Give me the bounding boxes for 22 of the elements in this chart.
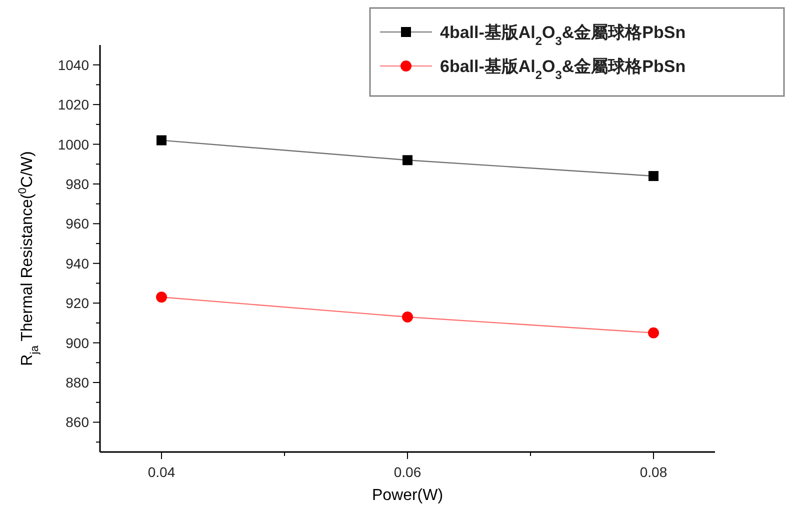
y-tick-label: 940 — [66, 255, 90, 272]
x-axis-title: Power(W) — [372, 487, 444, 504]
point — [402, 155, 412, 166]
y-tick-label: 980 — [66, 176, 90, 192]
x-tick-label: 0.08 — [640, 464, 668, 480]
point — [648, 327, 659, 338]
point — [402, 311, 413, 322]
point — [648, 171, 658, 182]
y-tick-label: 880 — [66, 374, 90, 391]
x-tick-label: 0.06 — [394, 464, 422, 480]
y-tick-label: 860 — [66, 414, 90, 430]
y-tick-label: 1020 — [58, 96, 90, 113]
y-tick-label: 900 — [66, 334, 90, 351]
y-tick-label: 1000 — [58, 136, 90, 152]
y-tick-label: 1040 — [58, 56, 90, 73]
point — [156, 135, 166, 146]
x-tick-label: 0.04 — [148, 464, 176, 480]
point — [156, 292, 167, 303]
legend-label: 4ball-基版Al$_{2}$O$_{3}$&金屬球格PbSn — [440, 23, 686, 48]
y-tick-label: 920 — [66, 295, 90, 312]
legend-label: 6ball-基版Al$_{2}$O$_{3}$&金屬球格PbSn — [440, 57, 686, 82]
y-tick-label: 960 — [66, 216, 90, 232]
